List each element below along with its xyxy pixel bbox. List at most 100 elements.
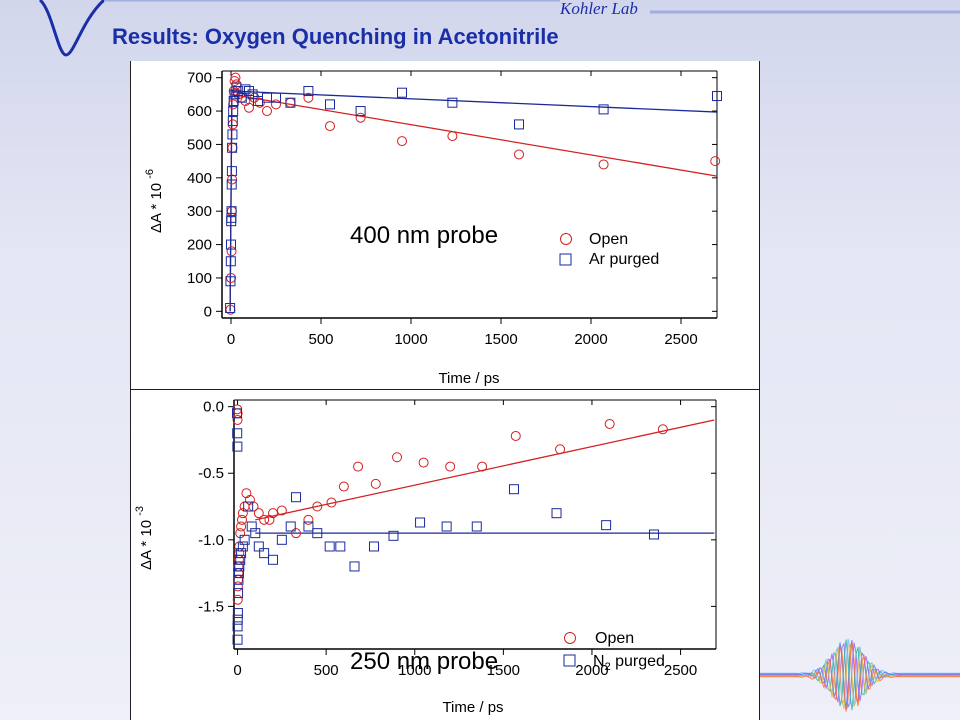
data-point-open (227, 119, 238, 130)
data-point-open (226, 272, 236, 283)
data-point-open (510, 430, 521, 441)
data-point-open (477, 461, 488, 472)
data-point-open (244, 102, 254, 113)
data-point-purged (225, 256, 236, 267)
y-axis-title: ΔA * 10 -6 (144, 169, 165, 233)
data-point-open (226, 246, 237, 257)
data-point-purged (471, 521, 482, 532)
svg-text:ΔA * 10 -6: ΔA * 10 -6 (144, 169, 165, 233)
data-point-open (253, 508, 264, 519)
data-point-open (325, 121, 335, 132)
data-point-purged (447, 97, 458, 108)
probe-label: 400 nm probe (350, 222, 498, 249)
data-point-purged (233, 568, 244, 579)
legend-marker-open (560, 233, 572, 245)
data-point-purged (324, 541, 335, 552)
data-point-purged (226, 206, 237, 217)
y-axis-title-text: ΔA * 10 (148, 183, 165, 233)
data-point-open (276, 505, 287, 516)
data-markers (232, 404, 668, 645)
slide-title: Results: Oxygen Quenching in Acetonitril… (112, 24, 559, 49)
data-point-purged (239, 534, 250, 545)
axes-frame (233, 399, 717, 650)
data-point-open (232, 414, 243, 425)
data-point-purged (233, 86, 244, 97)
data-point-purged (397, 87, 407, 98)
x-axis-title: Time / ps (438, 370, 499, 387)
x-tick-label: 2000 (574, 331, 607, 348)
x-tick-label: 2500 (664, 331, 697, 348)
data-point-purged (226, 179, 237, 190)
data-point-open (227, 174, 238, 185)
data-point-purged (226, 239, 236, 250)
axes-frame (221, 70, 718, 319)
data-point-open (244, 494, 255, 505)
legend-label-purged-n: N (593, 653, 605, 670)
data-point-open (392, 452, 403, 463)
data-point-purged (227, 129, 238, 140)
y-tick-label: 500 (187, 136, 212, 153)
chart-400nm: 0 500 1000 1500 2000 2500 0 100 200 300 400 500 600 7… (144, 70, 722, 387)
data-point-purged (235, 554, 246, 565)
data-point-purged (228, 96, 239, 107)
data-point-purged (232, 634, 243, 645)
fit-line (230, 93, 718, 177)
data-point-purged (227, 142, 238, 153)
data-point-purged (508, 484, 519, 495)
data-point-purged (236, 548, 247, 559)
data-point-open (657, 424, 668, 435)
data-point-open (228, 99, 239, 110)
data-point-open (555, 444, 566, 455)
data-point-purged (291, 492, 302, 503)
data-point-open (604, 418, 615, 429)
data-point-purged (271, 92, 281, 103)
data-point-open (267, 508, 278, 519)
waveform-line (760, 643, 960, 710)
data-point-purged (227, 116, 238, 127)
legend-label-purged: Ar purged (589, 251, 659, 268)
x-tick-label: 500 (308, 331, 333, 348)
data-point-open (710, 156, 721, 167)
data-point-purged (232, 621, 243, 632)
data-point-open (355, 112, 366, 123)
legend-label-purged-sub: 2 (605, 661, 611, 673)
data-point-purged (232, 608, 243, 619)
waveform-icon (760, 638, 960, 712)
data-point-open (232, 581, 243, 592)
data-point-open (303, 92, 314, 103)
legend-marker-open (564, 632, 576, 644)
y-tick-label: 600 (187, 103, 212, 120)
wave-logo-icon (38, 0, 960, 57)
data-point-purged (225, 302, 236, 313)
y-tick-label: -1.0 (198, 532, 224, 549)
legend-label-open: Open (595, 630, 634, 647)
legend: Open Ar purged (559, 231, 659, 268)
legend-marker-purged (563, 654, 576, 667)
waveform-line (760, 639, 960, 711)
data-point-purged (551, 508, 562, 519)
data-point-purged (259, 548, 270, 559)
data-point-purged (303, 86, 314, 97)
data-point-open (353, 461, 364, 472)
data-point-purged (368, 541, 379, 552)
data-point-open (326, 497, 337, 508)
x-axis-title: Time / ps (442, 699, 503, 716)
data-point-open (514, 149, 524, 160)
data-point-open (447, 131, 458, 142)
x-tick-label: 2000 (575, 662, 608, 679)
y-tick-label: 0.0 (203, 399, 224, 416)
data-point-purged (236, 92, 247, 103)
data-point-open (418, 457, 429, 468)
data-point-open (598, 159, 609, 170)
panel-divider (131, 389, 759, 390)
x-tick-label: 1000 (398, 662, 431, 679)
data-point-open (259, 514, 270, 525)
y-tick-label: 200 (187, 237, 212, 254)
data-point-purged (276, 534, 287, 545)
probe-label: 250 nm probe (350, 648, 498, 675)
data-point-purged (415, 517, 426, 528)
data-point-open (237, 508, 248, 519)
data-point-open (254, 97, 265, 108)
data-point-purged (243, 501, 254, 512)
data-point-purged (232, 428, 243, 439)
